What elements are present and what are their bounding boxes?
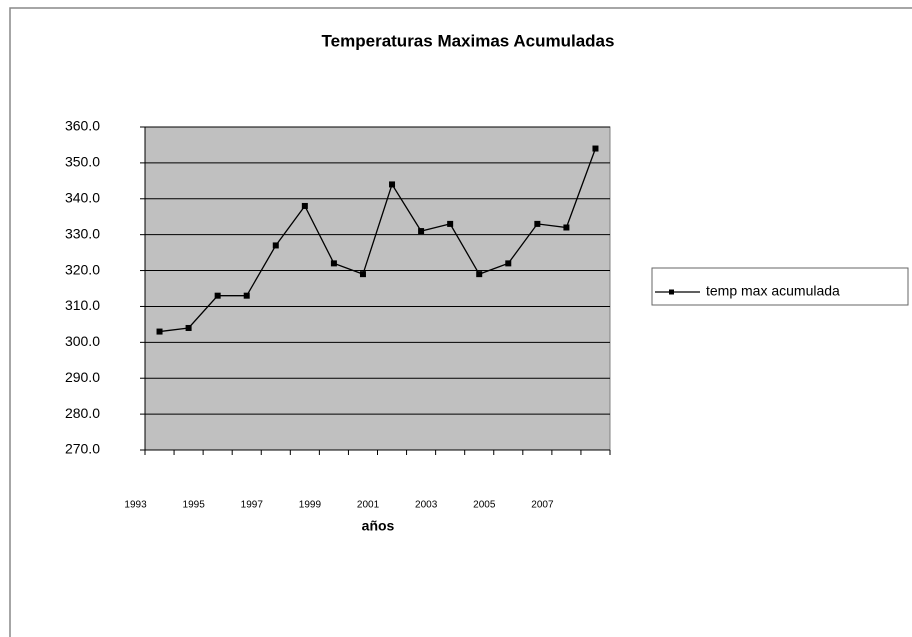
y-tick-label: 320.0 <box>65 261 100 277</box>
plot-area <box>144 126 611 451</box>
x-tick-label: 1995 <box>183 500 206 511</box>
chart-title: Temperaturas Maximas Acumuladas <box>322 31 615 50</box>
x-tick-label: 1997 <box>241 500 264 511</box>
data-point <box>418 228 425 235</box>
y-tick-label: 290.0 <box>65 369 100 385</box>
x-tick-label: 2005 <box>473 500 496 511</box>
data-point <box>214 292 221 299</box>
x-tick-label: 2007 <box>531 500 554 511</box>
data-line <box>159 148 597 333</box>
x-tick-label: 1993 <box>124 500 147 511</box>
data-point <box>243 292 250 299</box>
data-point <box>359 271 366 278</box>
legend-marker <box>669 289 674 295</box>
data-point <box>592 145 599 152</box>
data-point <box>505 260 512 267</box>
data-point <box>447 220 454 227</box>
y-tick-label: 270.0 <box>65 441 100 457</box>
y-tick-label: 340.0 <box>65 189 100 205</box>
data-point <box>330 260 337 267</box>
data-point <box>389 181 396 188</box>
legend-label: temp max acumulada <box>706 283 840 299</box>
data-point <box>476 271 483 278</box>
x-tick-label: 1999 <box>299 500 322 511</box>
data-point <box>534 220 541 227</box>
data-point <box>301 202 308 209</box>
data-point <box>156 328 163 335</box>
y-tick-label: 300.0 <box>65 333 100 349</box>
y-tick-label: 310.0 <box>65 297 100 313</box>
data-point <box>185 324 192 331</box>
x-tick-label: 2003 <box>415 500 438 511</box>
y-tick-label: 330.0 <box>65 225 100 241</box>
data-point <box>563 224 570 231</box>
y-tick-label: 350.0 <box>65 154 100 170</box>
x-axis-label: años <box>362 518 395 534</box>
x-tick-label: 2001 <box>357 500 380 511</box>
y-tick-label: 360.0 <box>65 118 100 134</box>
data-point <box>272 242 279 249</box>
legend-box <box>651 267 909 306</box>
y-tick-label: 280.0 <box>65 405 100 421</box>
